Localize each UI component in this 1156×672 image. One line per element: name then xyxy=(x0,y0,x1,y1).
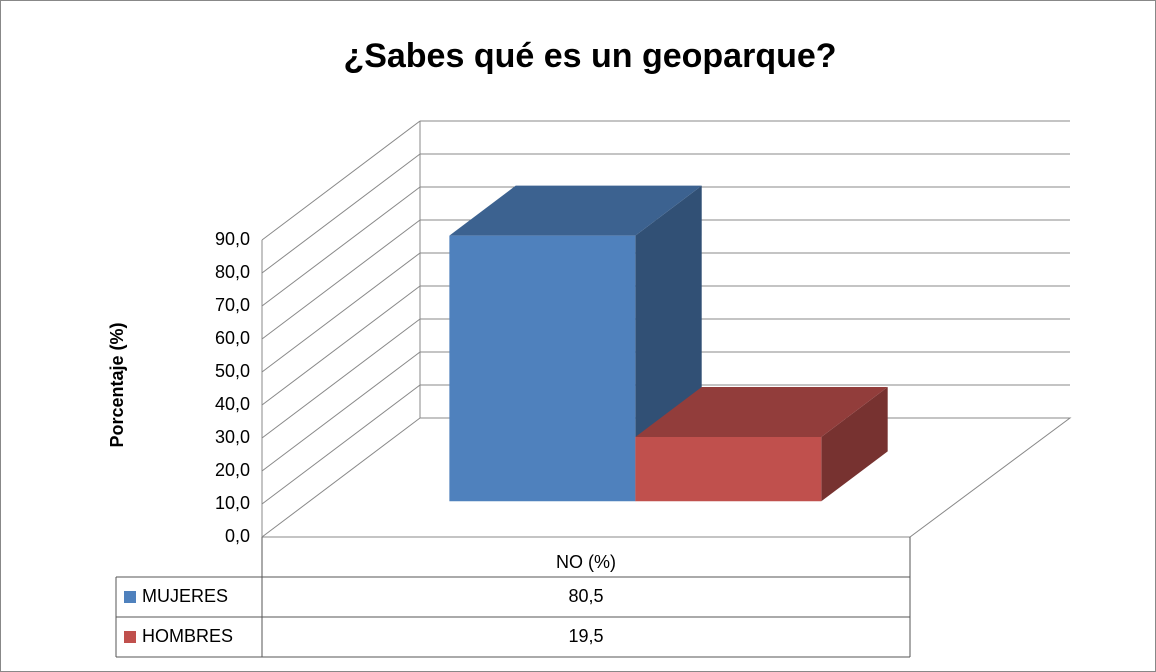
y-tick-label: 50,0 xyxy=(215,361,250,381)
grid-line xyxy=(261,186,421,307)
bar xyxy=(635,386,888,502)
y-axis-label: Porcentaje (%) xyxy=(107,322,127,447)
legend-swatch xyxy=(124,591,136,603)
grid-line xyxy=(261,318,421,439)
table-value: 80,5 xyxy=(568,586,603,606)
table-value: 19,5 xyxy=(568,626,603,646)
y-tick-label: 20,0 xyxy=(215,460,250,480)
y-tick-label: 70,0 xyxy=(215,295,250,315)
bar-front xyxy=(635,436,822,502)
grid-line xyxy=(261,351,421,472)
y-tick-label: 10,0 xyxy=(215,493,250,513)
grid-line xyxy=(261,384,421,505)
chart-title: ¿Sabes qué es un geoparque? xyxy=(343,37,836,75)
legend-label: HOMBRES xyxy=(142,626,233,646)
grid-line xyxy=(261,219,421,340)
bar-top xyxy=(449,185,702,236)
legend-swatch xyxy=(124,631,136,643)
grid-line xyxy=(261,252,421,373)
legend-label: MUJERES xyxy=(142,586,228,606)
grid-line xyxy=(261,417,421,538)
bar-top xyxy=(635,386,888,437)
y-tick-label: 80,0 xyxy=(215,262,250,282)
grid-line xyxy=(261,153,421,274)
y-tick-label: 60,0 xyxy=(215,328,250,348)
y-tick-label: 0,0 xyxy=(225,526,250,546)
table-header: NO (%) xyxy=(556,552,616,572)
y-tick-label: 30,0 xyxy=(215,427,250,447)
y-tick-label: 90,0 xyxy=(215,229,250,249)
bar-side xyxy=(821,386,888,502)
bar-front xyxy=(449,235,636,502)
grid-line xyxy=(261,285,421,406)
y-tick-label: 40,0 xyxy=(215,394,250,414)
grid-line xyxy=(261,120,421,241)
